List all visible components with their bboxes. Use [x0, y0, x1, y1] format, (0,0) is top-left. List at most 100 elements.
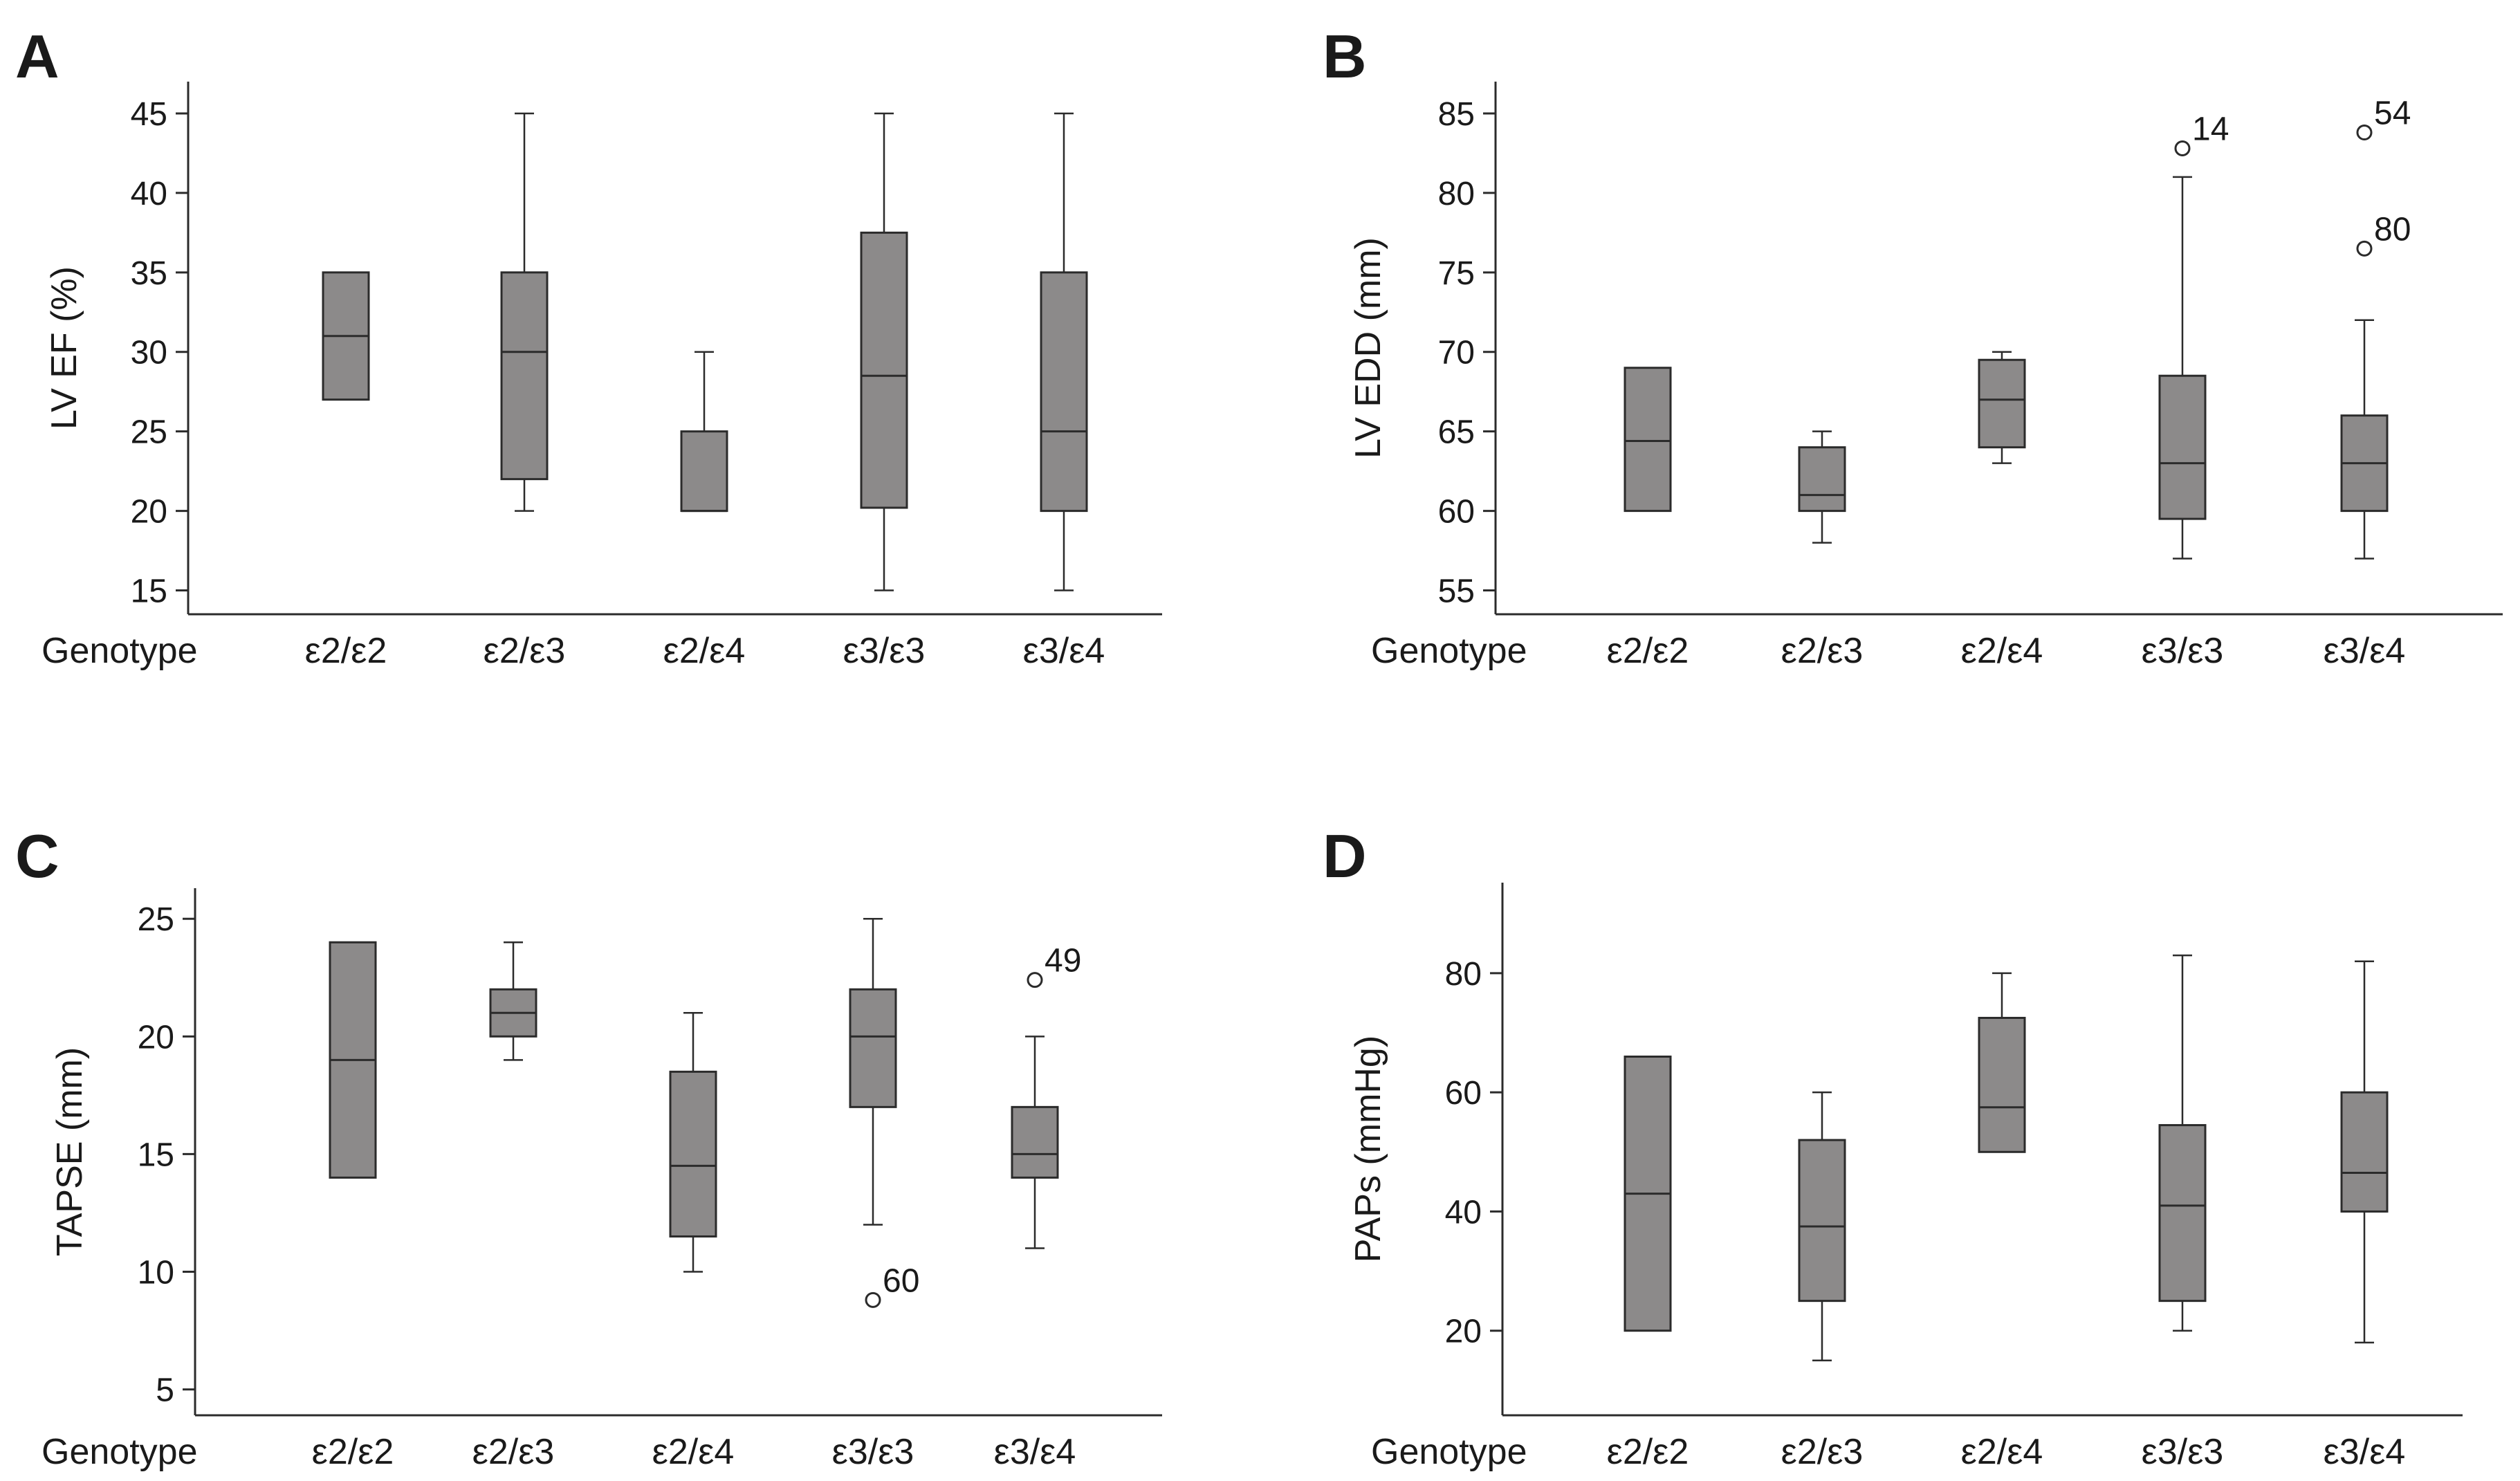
- box-iqr: [860, 231, 908, 509]
- panel-C: C 5 10 15 20 25 TAPSE (mm) Genotype ε2/ε2 ε2/ε3 ε2…: [15, 822, 1162, 1472]
- outlier-point: [865, 1291, 881, 1308]
- outlier-point: [1027, 972, 1043, 988]
- y-tick-label: 45: [131, 96, 167, 133]
- y-tick-label: 30: [131, 335, 167, 371]
- box-ε2/ε3: [489, 941, 537, 1061]
- outlier-point: [2356, 240, 2373, 257]
- outlier-point: [2356, 125, 2373, 141]
- y-tick-label: 85: [1438, 96, 1475, 133]
- category-label: ε2/ε3: [1781, 1432, 1864, 1472]
- box-ε2/ε2: [329, 941, 377, 1179]
- outlier-point: [2174, 140, 2191, 157]
- category-label: ε2/ε2: [1607, 1432, 1689, 1472]
- category-label: ε3/ε4: [1023, 631, 1105, 671]
- y-tick-label: 20: [131, 494, 167, 531]
- box-ε2/ε4: [669, 1012, 717, 1273]
- x-axis-label: Genotype: [42, 631, 198, 671]
- y-tick-label: 35: [131, 255, 167, 292]
- box-ε3/ε3: 60: [849, 917, 919, 1308]
- category-label: ε3/ε3: [2142, 1432, 2224, 1472]
- box-ε2/ε2: [1624, 367, 1672, 513]
- outlier-label: 80: [2374, 211, 2411, 248]
- box-iqr: [500, 271, 549, 481]
- box-ε3/ε3: [2158, 954, 2207, 1332]
- y-tick-label: 75: [1438, 255, 1475, 292]
- box-ε2/ε4: [680, 351, 728, 513]
- category-label: ε2/ε2: [1607, 631, 1689, 671]
- y-tick-label: 20: [1445, 1314, 1482, 1350]
- panel-B: B 55 60 65 70 75 80 85 LV EDD (mm) Genotype ε2/ε2 ε…: [1323, 22, 2503, 671]
- panel-letter: B: [1323, 22, 1367, 91]
- y-tick-label: 25: [138, 901, 174, 938]
- box-iqr: [1978, 1017, 2026, 1153]
- box-ε3/ε4: 49: [1011, 943, 1081, 1249]
- box-iqr: [2158, 1124, 2207, 1303]
- y-tick-label: 60: [1445, 1075, 1482, 1112]
- y-tick-label: 40: [1445, 1194, 1482, 1231]
- box-ε2/ε3: [1798, 1091, 1846, 1362]
- box-iqr: [1978, 358, 2026, 449]
- category-label: ε2/ε2: [312, 1432, 394, 1472]
- y-tick-label: 20: [138, 1019, 174, 1056]
- box-iqr: [1798, 1139, 1846, 1303]
- box-iqr: [1040, 271, 1088, 513]
- category-label: ε3/ε3: [832, 1432, 914, 1472]
- y-tick-label: 80: [1438, 176, 1475, 212]
- y-tick-label: 65: [1438, 414, 1475, 451]
- y-axis-label: LV EDD (mm): [1348, 237, 1388, 459]
- y-tick-label: 60: [1438, 494, 1475, 531]
- category-label: ε3/ε3: [2142, 631, 2224, 671]
- box-iqr: [2158, 374, 2207, 520]
- panel-letter: A: [15, 22, 59, 91]
- category-label: ε2/ε4: [1961, 1432, 2043, 1472]
- category-label: ε2/ε3: [472, 1432, 555, 1472]
- outlier-label: 49: [1045, 943, 1081, 979]
- y-axis-label: LV EF (%): [44, 266, 84, 430]
- y-tick-label: 15: [138, 1137, 174, 1173]
- category-label: ε2/ε4: [1961, 631, 2043, 671]
- y-tick-label: 5: [156, 1372, 174, 1409]
- panel-letter: C: [15, 822, 59, 890]
- box-iqr: [849, 988, 897, 1108]
- box-ε3/ε4: [1040, 112, 1088, 591]
- category-label: ε3/ε4: [2324, 1432, 2406, 1472]
- box-ε2/ε4: [1978, 972, 2026, 1153]
- y-tick-label: 80: [1445, 956, 1482, 993]
- category-label: ε3/ε4: [2324, 631, 2406, 671]
- box-iqr: [1624, 367, 1672, 513]
- box-ε3/ε4: [2340, 960, 2389, 1344]
- box-iqr: [669, 1070, 717, 1238]
- panel-letter: D: [1323, 822, 1367, 890]
- x-axis-label: Genotype: [1371, 1432, 1527, 1472]
- category-label: ε2/ε3: [1781, 631, 1864, 671]
- category-label: ε3/ε3: [843, 631, 926, 671]
- y-axis-label: PAPs (mmHg): [1348, 1036, 1388, 1262]
- y-tick-label: 70: [1438, 335, 1475, 371]
- box-ε2/ε2: [1624, 1055, 1672, 1332]
- x-axis-label: Genotype: [42, 1432, 198, 1472]
- box-iqr: [1798, 446, 1846, 513]
- y-tick-label: 25: [131, 414, 167, 451]
- y-tick-label: 10: [138, 1254, 174, 1291]
- box-iqr: [680, 430, 728, 513]
- category-label: ε3/ε4: [994, 1432, 1076, 1472]
- panel-A: A 15 20 25 30 35 40 45 LV EF (%) Genotype ε2/ε2 ε2/…: [15, 22, 1162, 671]
- y-tick-label: 15: [131, 573, 167, 610]
- y-tick-label: 40: [131, 176, 167, 212]
- outlier-label: 14: [2192, 111, 2229, 148]
- box-ε2/ε3: [1798, 430, 1846, 544]
- box-ε3/ε4: 54 80: [2340, 95, 2411, 560]
- x-axis-label: Genotype: [1371, 631, 1527, 671]
- box-ε3/ε3: [860, 112, 908, 591]
- category-label: ε2/ε4: [663, 631, 746, 671]
- box-ε2/ε3: [500, 112, 549, 512]
- category-label: ε2/ε3: [484, 631, 566, 671]
- category-label: ε2/ε2: [305, 631, 387, 671]
- box-ε2/ε4: [1978, 351, 2026, 464]
- category-label: ε2/ε4: [652, 1432, 735, 1472]
- outlier-label: 60: [883, 1262, 919, 1299]
- box-iqr: [1011, 1105, 1059, 1179]
- box-ε3/ε3: 14: [2158, 111, 2229, 560]
- panel-D: D 20 40 60 80 PAPs (mmHg) Genotype ε2/ε2 ε2/ε3 ε2…: [1323, 822, 2463, 1472]
